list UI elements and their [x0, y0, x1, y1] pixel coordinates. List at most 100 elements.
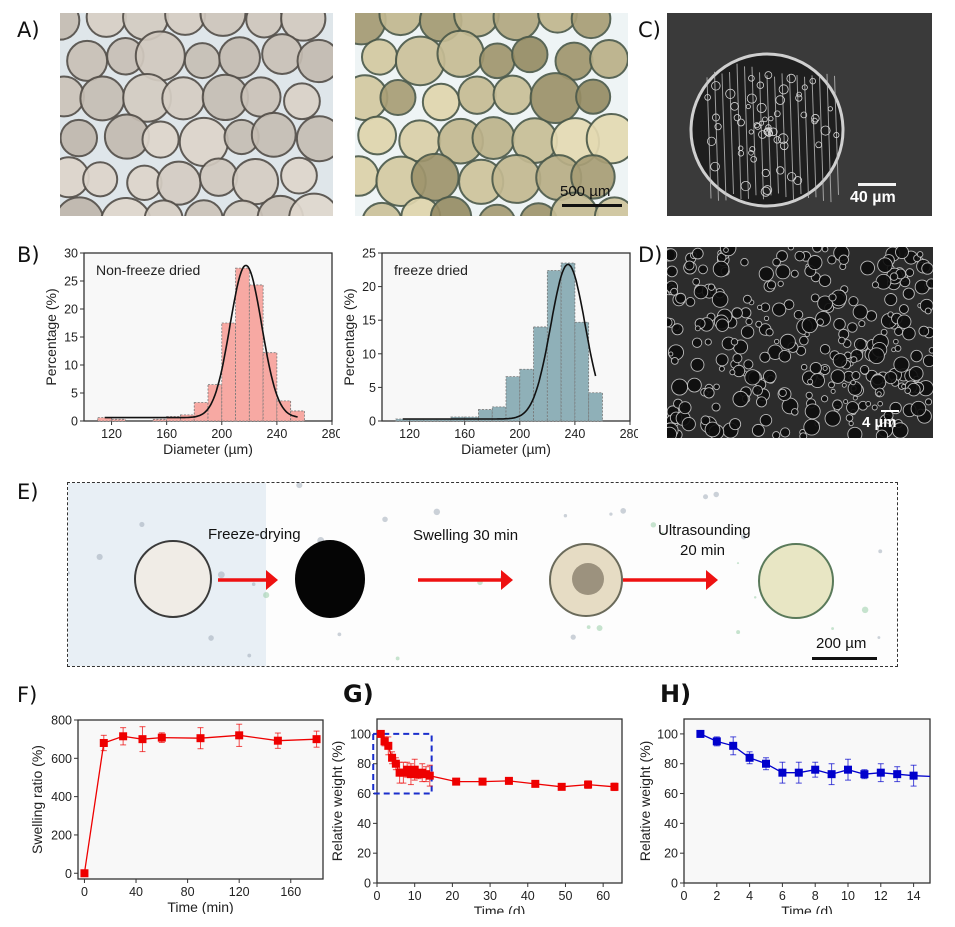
y-axis-label: Swelling ratio (%) [29, 745, 45, 854]
sem-pore [895, 247, 909, 260]
x-tick-label: 240 [564, 427, 585, 441]
sem-pore [762, 116, 768, 123]
data-point [531, 779, 540, 788]
panel-label-e: E) [17, 480, 39, 504]
y-tick-label: 40 [357, 817, 371, 831]
sem-pore [752, 385, 763, 396]
debris-dot [596, 625, 603, 632]
sem-pore [871, 281, 879, 289]
gaussian-fit-curve [104, 264, 298, 419]
sem-pore [704, 338, 712, 346]
microbead [478, 203, 515, 216]
debris-dot [650, 522, 657, 528]
panel-label-c: C) [638, 18, 661, 42]
panel-label-h: H) [660, 680, 692, 708]
sem-pore [800, 111, 808, 119]
microbead [491, 153, 542, 204]
debris-dot [753, 596, 757, 599]
y-tick-label: 30 [64, 247, 78, 261]
sem-pore [838, 336, 846, 345]
microbead [250, 111, 297, 158]
sem-pore [799, 335, 809, 346]
x-tick-label: 0 [681, 889, 688, 903]
histogram-bar [491, 406, 507, 422]
sem-pore [725, 88, 736, 99]
y-tick-label: 200 [51, 828, 72, 842]
data-point [235, 731, 244, 740]
sem-pore [894, 345, 902, 352]
y-tick-label: 0 [71, 415, 78, 429]
histogram-bar [588, 392, 603, 422]
sem-pore [685, 297, 696, 307]
data-point [376, 729, 385, 738]
data-point [410, 765, 419, 774]
scale-bar-d [881, 410, 899, 412]
sem-pore [902, 326, 916, 341]
y-tick-label: 600 [51, 752, 72, 766]
sem-pore [766, 127, 773, 133]
swelling-ratio-chart: 0 40 80 120 160 0 200 400 600 800 Time (min) Swelli… [29, 714, 324, 914]
sem-pore [780, 427, 791, 438]
microbead [429, 195, 473, 216]
sem-pore [926, 278, 933, 289]
histogram-bar [574, 321, 590, 422]
x-tick-label: 60 [596, 889, 610, 903]
sem-pore [786, 73, 796, 84]
sem-image-porous: 4 µm [667, 247, 933, 438]
y-tick-label: 80 [357, 757, 371, 771]
step-label-ultrasounding-time: 20 min [680, 542, 726, 559]
debris-dot [139, 521, 145, 527]
sem-pore [803, 418, 820, 436]
y-axis-label: Percentage (%) [43, 288, 59, 385]
y-axis-label: Relative weight (%) [329, 741, 345, 862]
microbead [410, 152, 460, 202]
scale-bar-label-d: 4 µm [862, 414, 897, 431]
y-tick-label: 20 [357, 847, 371, 861]
microbead [240, 76, 282, 118]
debris-dot [740, 533, 747, 540]
sem-pore [804, 403, 821, 420]
arrow-head [501, 570, 513, 590]
sem-pore [746, 93, 757, 104]
scale-bar-label-a: 500 µm [560, 183, 611, 200]
sem-pore [742, 294, 752, 304]
debris-dot [251, 582, 256, 586]
sem-pore [769, 127, 778, 137]
sem-pore [847, 322, 858, 333]
sem-pore [801, 316, 818, 334]
sem-pore [745, 317, 753, 326]
sem-pore [925, 398, 933, 406]
y-tick-label: 0 [369, 415, 376, 429]
sem-pore [713, 383, 720, 391]
sem-pore [833, 132, 840, 139]
sem-pore [765, 129, 773, 137]
sem-pore [773, 136, 781, 144]
debris-dot [68, 571, 70, 575]
microbead [379, 79, 417, 117]
microbead [436, 29, 485, 78]
data-point [312, 735, 321, 744]
microbead [100, 196, 151, 216]
sem-pore [918, 325, 930, 337]
data-point [584, 780, 593, 789]
sem-pore [675, 292, 687, 304]
scale-bar-c [858, 183, 896, 186]
sem-pore [744, 369, 761, 386]
data-point [196, 734, 205, 743]
sem-pore [924, 307, 932, 315]
microbead [570, 154, 616, 200]
sem-pore [777, 280, 784, 287]
x-tick-label: 240 [266, 427, 287, 441]
y-tick-label: 20 [362, 280, 376, 294]
sem-pore [715, 353, 729, 367]
sem-pore [750, 155, 757, 163]
x-axis-label: Time (min) [167, 899, 233, 914]
data-point [406, 770, 415, 779]
debris-dot [736, 630, 741, 635]
sem-pore [761, 168, 770, 178]
sem-pore [904, 387, 911, 395]
sem-pore [740, 258, 749, 267]
x-axis-label: Diameter (µm) [461, 441, 551, 457]
microbead [184, 199, 224, 216]
microbead [589, 39, 628, 79]
